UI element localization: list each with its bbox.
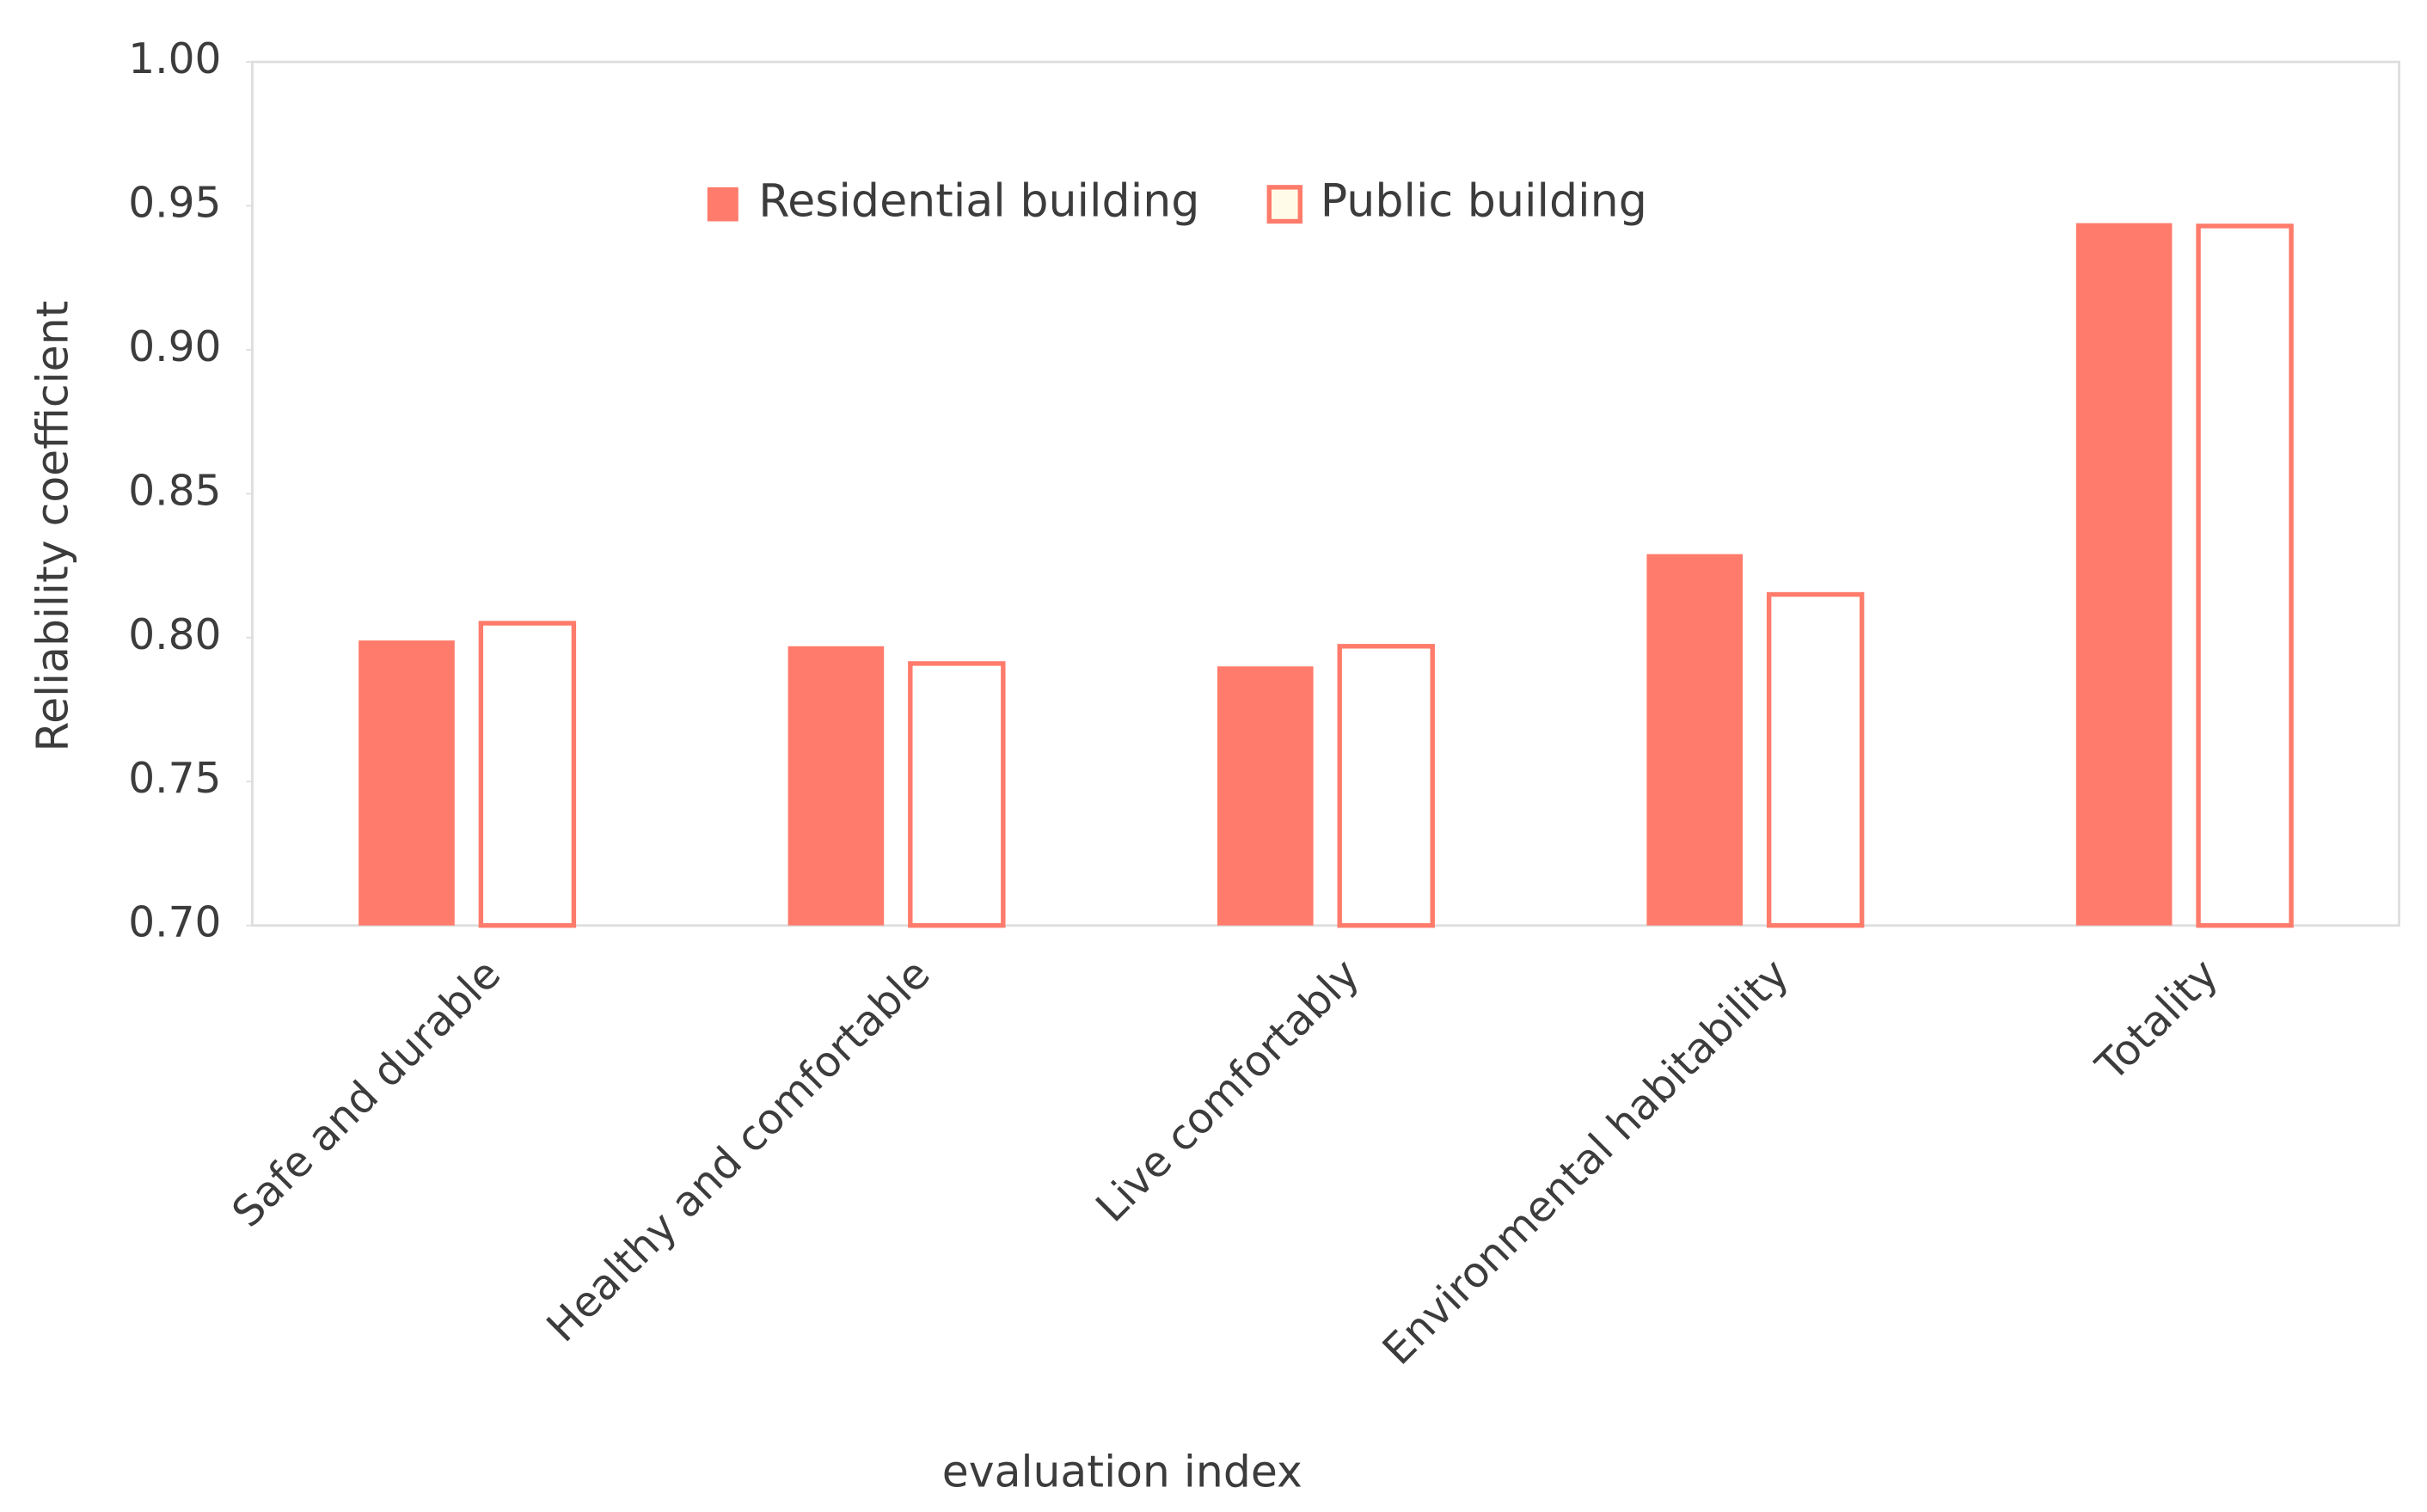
x-tick-label: Live comfortably bbox=[1087, 950, 1369, 1232]
legend-label: Public building bbox=[1321, 176, 1647, 228]
y-tick-label: 1.00 bbox=[128, 35, 221, 83]
x-tick-label: Safe and durable bbox=[224, 950, 511, 1237]
y-tick-label: 0.80 bbox=[128, 611, 221, 659]
y-tick-label: 0.70 bbox=[128, 899, 221, 947]
y-axis-title: Reliability coefficient bbox=[27, 301, 77, 752]
bar bbox=[1646, 554, 1744, 926]
bar bbox=[1337, 644, 1435, 928]
y-tick-label: 0.95 bbox=[128, 179, 221, 227]
bar bbox=[1766, 591, 1865, 928]
bar bbox=[1217, 666, 1314, 926]
legend-label: Residential building bbox=[758, 176, 1199, 228]
y-tick-label: 0.85 bbox=[128, 467, 221, 515]
x-tick-label: Totality bbox=[2087, 950, 2228, 1091]
legend-swatch bbox=[1266, 185, 1303, 224]
bar bbox=[2196, 223, 2294, 928]
y-tick-label: 0.90 bbox=[128, 323, 221, 371]
x-axis-title: evaluation index bbox=[942, 1446, 1302, 1497]
y-tick-label: 0.75 bbox=[128, 755, 221, 803]
bar bbox=[788, 646, 885, 926]
bar bbox=[908, 661, 1006, 928]
x-tick-label: Healthy and comfortable bbox=[538, 950, 940, 1351]
legend-swatch bbox=[707, 187, 739, 222]
bar bbox=[2075, 223, 2173, 926]
bar bbox=[359, 640, 455, 926]
x-tick-label: Environmental habitability bbox=[1374, 950, 1799, 1374]
bar bbox=[478, 621, 577, 928]
